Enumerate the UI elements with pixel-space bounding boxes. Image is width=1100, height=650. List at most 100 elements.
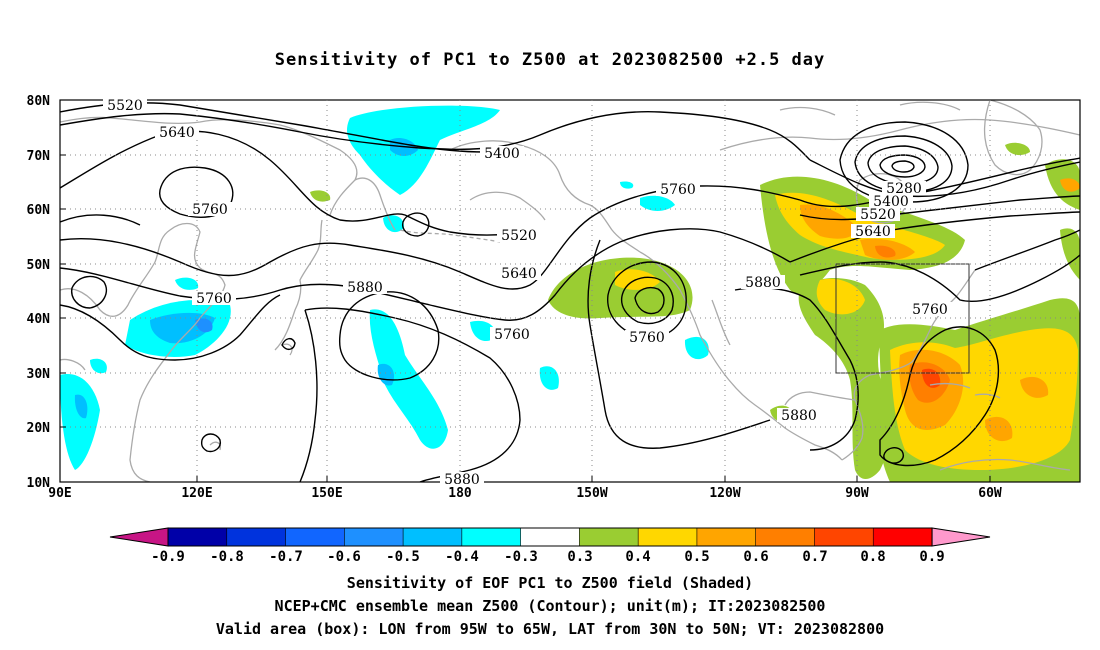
svg-text:5760: 5760: [494, 327, 530, 343]
contour-label: 5400: [869, 194, 913, 210]
contour-line: [281, 338, 296, 350]
contour-line: [401, 212, 430, 237]
svg-text:5520: 5520: [107, 98, 143, 114]
colorbar: -0.9 -0.8 -0.7 -0.6 -0.5 -0.4 -0.3 0.3 0…: [109, 527, 991, 565]
lon-label: 120W: [709, 486, 740, 501]
contour-line: [809, 159, 1080, 198]
contour-label: 5880: [343, 280, 387, 296]
contour-line: [734, 287, 859, 451]
contour-line: [200, 433, 221, 453]
contour-line: [974, 229, 1080, 271]
contour-labels: 5520 5640 5760 5400 5760 5520 5640 5760 …: [103, 98, 952, 488]
contour-line: [634, 286, 665, 315]
contour-label: 5640: [497, 266, 541, 282]
svg-text:5760: 5760: [629, 330, 665, 346]
negative-sensitivity-shading: [60, 105, 709, 470]
contour-line: [789, 211, 1080, 263]
contour-label: 5880: [777, 408, 821, 424]
svg-text:5400: 5400: [484, 146, 520, 162]
lat-label: 80N: [27, 94, 51, 109]
contour-line: [71, 275, 108, 309]
colorbar-label: -0.7: [269, 549, 303, 565]
contour-label: 5760: [908, 302, 952, 318]
lat-label: 10N: [27, 476, 51, 491]
colorbar-cell: [344, 527, 404, 547]
contour-line: [304, 307, 521, 482]
footer-line-valid-area: Valid area (box): LON from 95W to 65W, L…: [215, 620, 885, 638]
colorbar-cell: [637, 527, 698, 547]
svg-text:5640: 5640: [855, 224, 891, 240]
contour-label: 5880: [741, 275, 785, 291]
latitude-labels: 80N 70N 60N 50N 40N 30N 20N 10N: [27, 94, 51, 491]
svg-text:5880: 5880: [444, 472, 480, 488]
contour-line: [879, 326, 1000, 467]
lat-label: 50N: [27, 258, 51, 273]
svg-text:5640: 5640: [501, 266, 537, 282]
contour-line: [799, 195, 1080, 221]
colorbar-label: 0.8: [860, 549, 885, 565]
contour-label: 5640: [851, 224, 895, 240]
contour-line: [891, 160, 915, 173]
contour-line: [299, 309, 318, 482]
svg-text:5760: 5760: [660, 182, 696, 198]
lat-label: 40N: [27, 312, 51, 327]
contour-label: 5520: [856, 207, 900, 223]
contour-label: 5640: [155, 125, 199, 141]
lat-label: 70N: [27, 149, 51, 164]
colorbar-cell: [696, 527, 757, 547]
contour-line: [620, 276, 674, 325]
contour-label: 5520: [497, 228, 541, 244]
lon-label: 150E: [311, 486, 342, 501]
map-border: [59, 99, 1081, 483]
svg-text:5760: 5760: [196, 291, 232, 307]
colorbar-label: 0.6: [743, 549, 768, 565]
colorbar-label: -0.6: [327, 549, 361, 565]
lon-label: 90E: [48, 486, 71, 501]
svg-text:5400: 5400: [873, 194, 909, 210]
colorbar-cell: [461, 527, 522, 547]
contour-line: [799, 157, 1080, 208]
colorbar-cell: [167, 527, 228, 547]
lat-label: 20N: [27, 421, 51, 436]
contour-line: [879, 154, 926, 178]
lat-label: 60N: [27, 203, 51, 218]
svg-text:5520: 5520: [860, 207, 896, 223]
positive-sensitivity-shading: [310, 142, 1080, 482]
contour-label: 5760: [656, 182, 700, 198]
colorbar-label: 0.3: [567, 549, 592, 565]
colorbar-cell: [285, 527, 345, 547]
contour-line: [60, 111, 811, 161]
colorbar-cell: [226, 527, 287, 547]
colorbar-high-triangle: [931, 527, 991, 547]
svg-text:5880: 5880: [781, 408, 817, 424]
colorbar-cell: [402, 527, 463, 547]
colorbar-cell: [520, 527, 580, 547]
contour-label: 5760: [490, 327, 534, 343]
lon-label: 90W: [845, 486, 869, 501]
colorbar-label: -0.3: [504, 549, 538, 565]
colorbar-label: 0.9: [919, 549, 944, 565]
colorbar-label: -0.9: [151, 549, 185, 565]
colorbar-cells: [167, 527, 933, 547]
contour-label: 5880: [440, 472, 484, 488]
colorbar-cell: [579, 527, 639, 547]
colorbar-cell: [755, 527, 816, 547]
colorbar-label: 0.5: [684, 549, 709, 565]
contour-label: 5760: [188, 202, 232, 218]
contour-line: [60, 294, 281, 361]
colorbar-label: -0.8: [210, 549, 244, 565]
colorbar-label: -0.4: [445, 549, 479, 565]
contour-label: 5280: [882, 181, 926, 197]
contour-label: 5520: [103, 98, 147, 114]
colorbar-cell: [872, 527, 933, 547]
lon-label: 60W: [978, 486, 1002, 501]
lon-label: 180: [448, 486, 472, 501]
footer-line-contour: NCEP+CMC ensemble mean Z500 (Contour); u…: [274, 597, 826, 615]
contour-line: [587, 239, 771, 449]
colorbar-cell: [814, 527, 874, 547]
svg-text:5760: 5760: [912, 302, 948, 318]
colorbar-low-triangle: [109, 527, 169, 547]
lat-label: 30N: [27, 367, 51, 382]
contour-label: 5760: [192, 291, 236, 307]
